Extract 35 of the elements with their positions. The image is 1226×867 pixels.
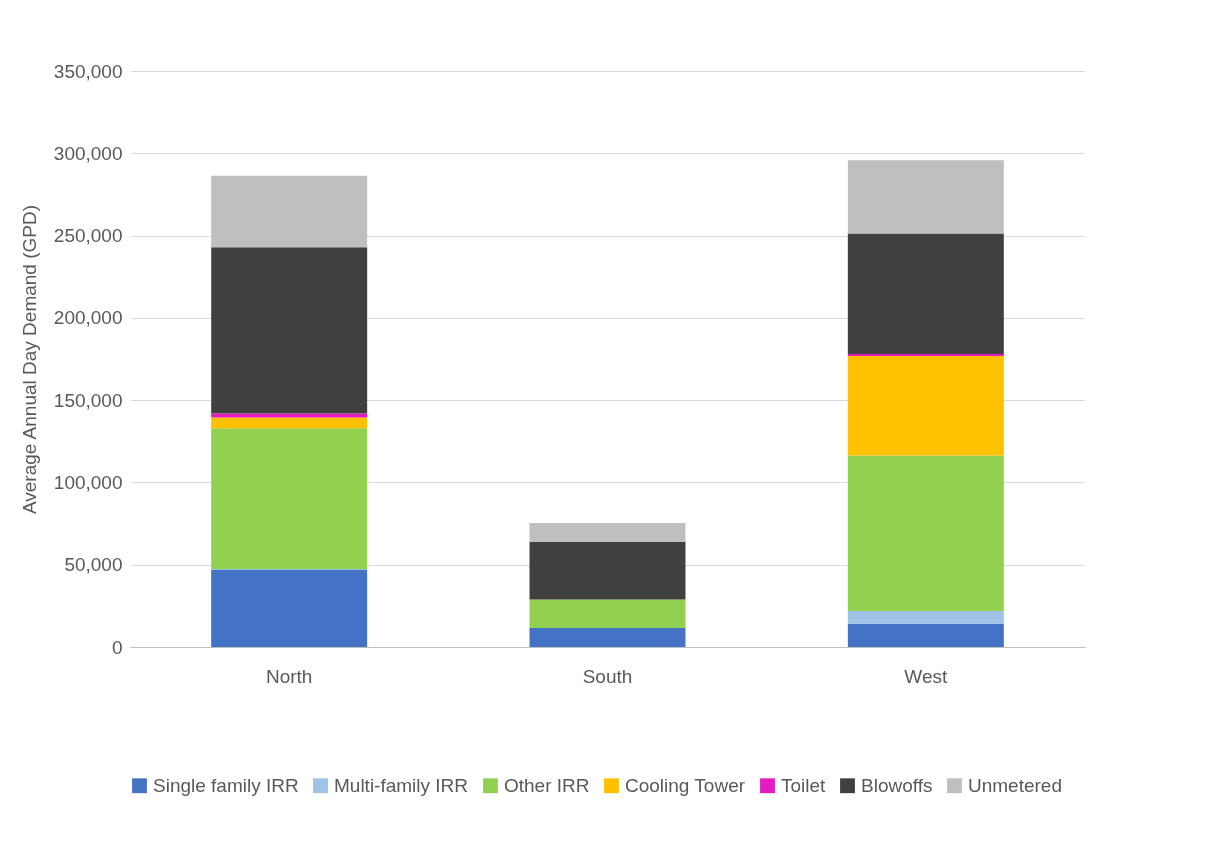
bar bbox=[529, 523, 686, 542]
y-tick-label: 100,000 bbox=[53, 471, 123, 493]
y-tick-label: 250,000 bbox=[53, 225, 123, 247]
x-tick-label: West bbox=[904, 665, 949, 687]
legend-label: Blowoffs bbox=[861, 774, 933, 796]
bar bbox=[211, 247, 368, 414]
y-tick-label: 0 bbox=[111, 636, 123, 658]
bar bbox=[211, 569, 368, 647]
bar bbox=[211, 175, 368, 248]
y-tick-label: 200,000 bbox=[53, 307, 123, 329]
bar bbox=[529, 599, 686, 629]
legend-label: Toilet bbox=[781, 774, 827, 796]
y-tick-label: 300,000 bbox=[53, 142, 123, 164]
bar bbox=[211, 417, 368, 429]
y-tick-label: 350,000 bbox=[53, 60, 123, 82]
legend-label: Multi-family IRR bbox=[334, 774, 469, 796]
legend-label: Single family IRR bbox=[153, 774, 299, 796]
x-tick-label: South bbox=[582, 665, 633, 687]
bar bbox=[211, 413, 368, 418]
y-tick-label: 150,000 bbox=[53, 389, 123, 411]
bar bbox=[847, 356, 1004, 456]
bar bbox=[847, 623, 1004, 647]
legend-label: Unmetered bbox=[968, 774, 1062, 796]
bar bbox=[847, 233, 1004, 355]
bar bbox=[847, 160, 1004, 234]
bar bbox=[211, 428, 368, 569]
bar bbox=[847, 611, 1004, 624]
x-tick-label: North bbox=[265, 665, 313, 687]
bar bbox=[529, 628, 686, 647]
y-axis-title: Average Annual Day Demand (GPD) bbox=[18, 204, 40, 515]
bar bbox=[529, 542, 686, 600]
y-tick-label: 50,000 bbox=[64, 554, 123, 576]
bar bbox=[847, 455, 1004, 612]
legend-label: Cooling Tower bbox=[625, 774, 746, 796]
legend-label: Other IRR bbox=[504, 774, 590, 796]
